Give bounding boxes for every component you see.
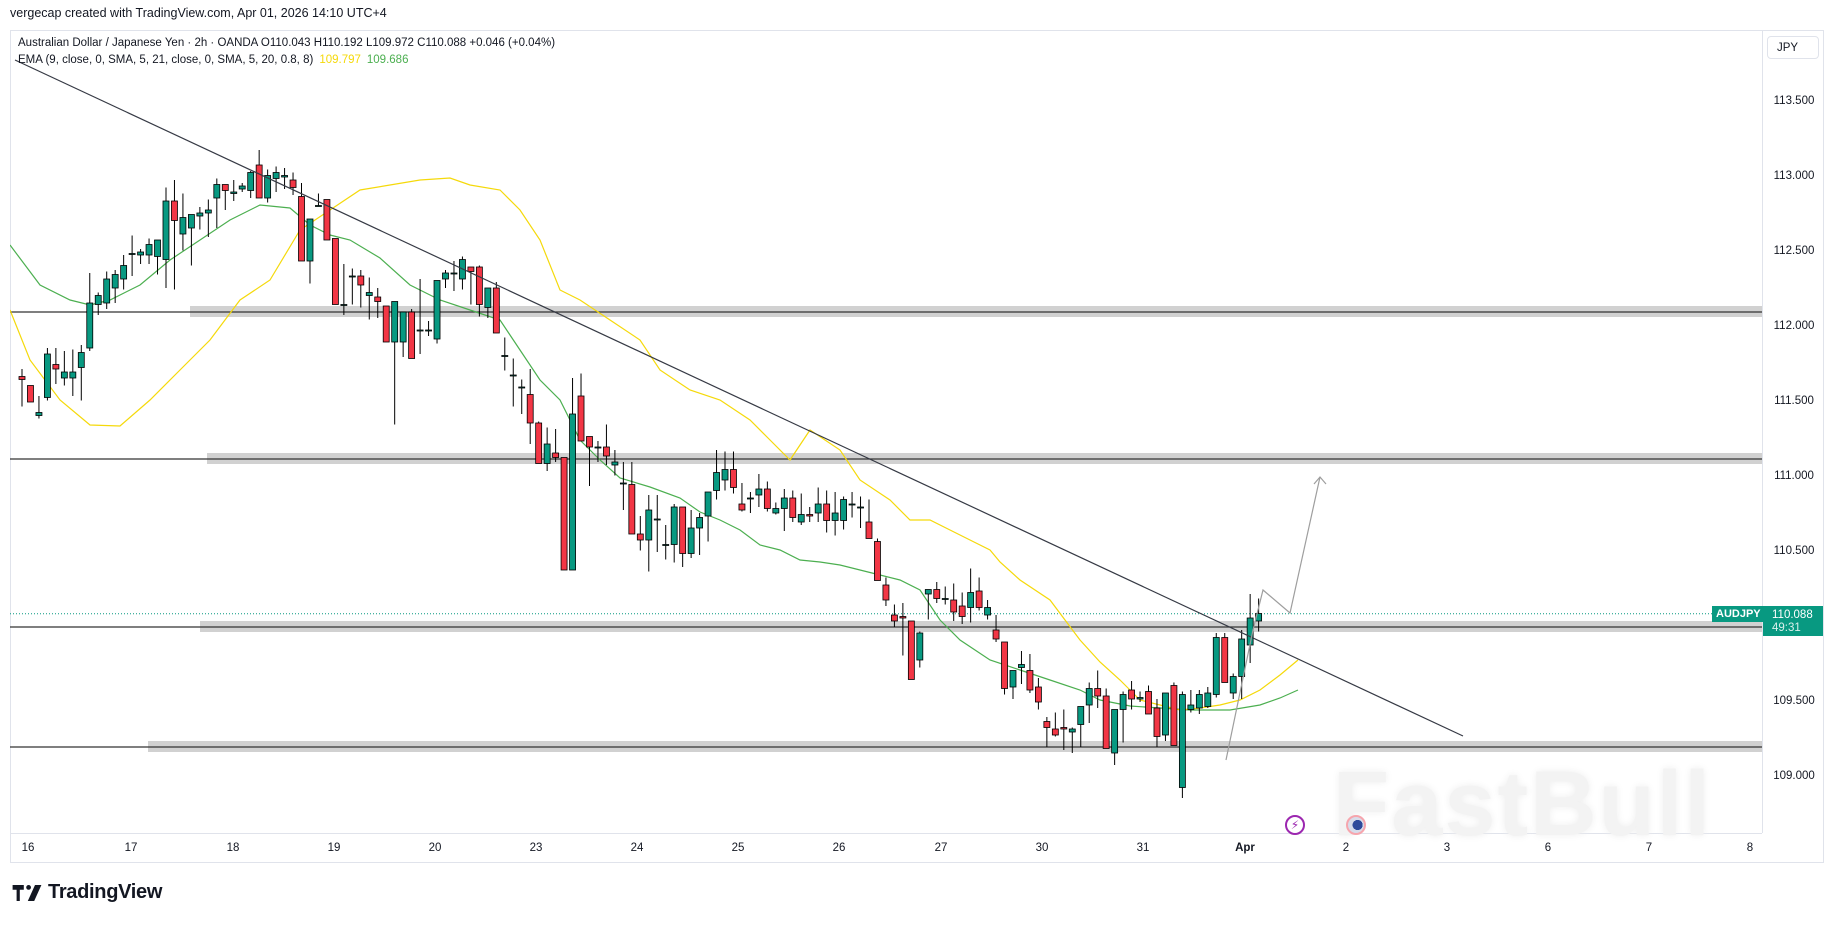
ema-legend[interactable]: EMA (9, close, 0, SMA, 5, 21, close, 0, … [18,52,555,69]
trendline [14,59,1464,737]
time-tick: 18 [226,842,240,854]
price-tick: 113.000 [1773,170,1815,182]
time-tick: 8 [1746,842,1754,854]
time-tick: 3 [1443,842,1451,854]
time-tick: 7 [1645,842,1653,854]
price-tick: 109.500 [1773,695,1815,707]
time-tick: 19 [327,842,341,854]
price-tick: 111.000 [1774,470,1814,482]
arrow-head [1313,476,1327,485]
ema-fast-line [10,177,1299,711]
price-tick: 113.500 [1773,95,1815,107]
ema-fast-value: 109.797 [319,54,361,66]
event-australia-flag-icon[interactable] [1346,815,1366,835]
candlestick-chart [10,59,1762,798]
chart-plot-area[interactable] [10,31,1762,833]
time-tick: 27 [934,842,948,854]
price-tick: 111.500 [1774,395,1814,407]
time-tick: 23 [529,842,543,854]
credit-line: vergecap created with TradingView.com, A… [10,6,387,20]
tradingview-logo-text: TradingView [48,881,163,903]
price-tick: 110.500 [1773,545,1815,557]
symbol-price-label: AUDJPY [1712,606,1765,622]
currency-button[interactable]: JPY [1767,36,1819,59]
last-price-label: 110.088 49:31 [1763,606,1823,636]
time-tick: 17 [124,842,138,854]
ema-params: EMA (9, close, 0, SMA, 5, 21, close, 0, … [18,54,314,66]
ema-slow-value: 109.686 [366,54,409,66]
projection-path [1225,476,1321,761]
tradingview-logo[interactable]: TradingView [12,881,162,904]
chart-legend: Australian Dollar / Japanese Yen · 2h · … [18,35,555,69]
time-tick: 31 [1136,842,1150,854]
last-price: 110.088 [1772,609,1813,621]
tradingview-logo-icon [12,884,42,901]
time-tick: 25 [731,842,745,854]
price-tick: 109.000 [1773,770,1815,782]
price-tick: 112.500 [1773,245,1815,257]
price-tick: 112.000 [1773,320,1815,332]
time-tick: Apr [1235,842,1255,854]
price-axis[interactable]: 113.500 113.000 112.500 112.000 111.500 111.0… [1762,31,1825,833]
event-flash-icon[interactable]: ⚡ [1285,815,1305,835]
time-tick: 6 [1544,842,1552,854]
chart-frame [10,30,1824,863]
time-axis[interactable]: 16 17 18 19 20 23 24 25 26 27 30 31 Apr 2 3 6 7 8 [10,833,1762,863]
time-tick: 16 [21,842,35,854]
time-tick: 2 [1342,842,1350,854]
time-tick: 20 [428,842,442,854]
time-tick: 30 [1035,842,1049,854]
ema-slow-line [10,204,1299,711]
bar-countdown: 49:31 [1772,622,1801,634]
time-tick: 24 [630,842,644,854]
time-tick: 26 [832,842,846,854]
symbol-legend[interactable]: Australian Dollar / Japanese Yen · 2h · … [18,37,556,49]
